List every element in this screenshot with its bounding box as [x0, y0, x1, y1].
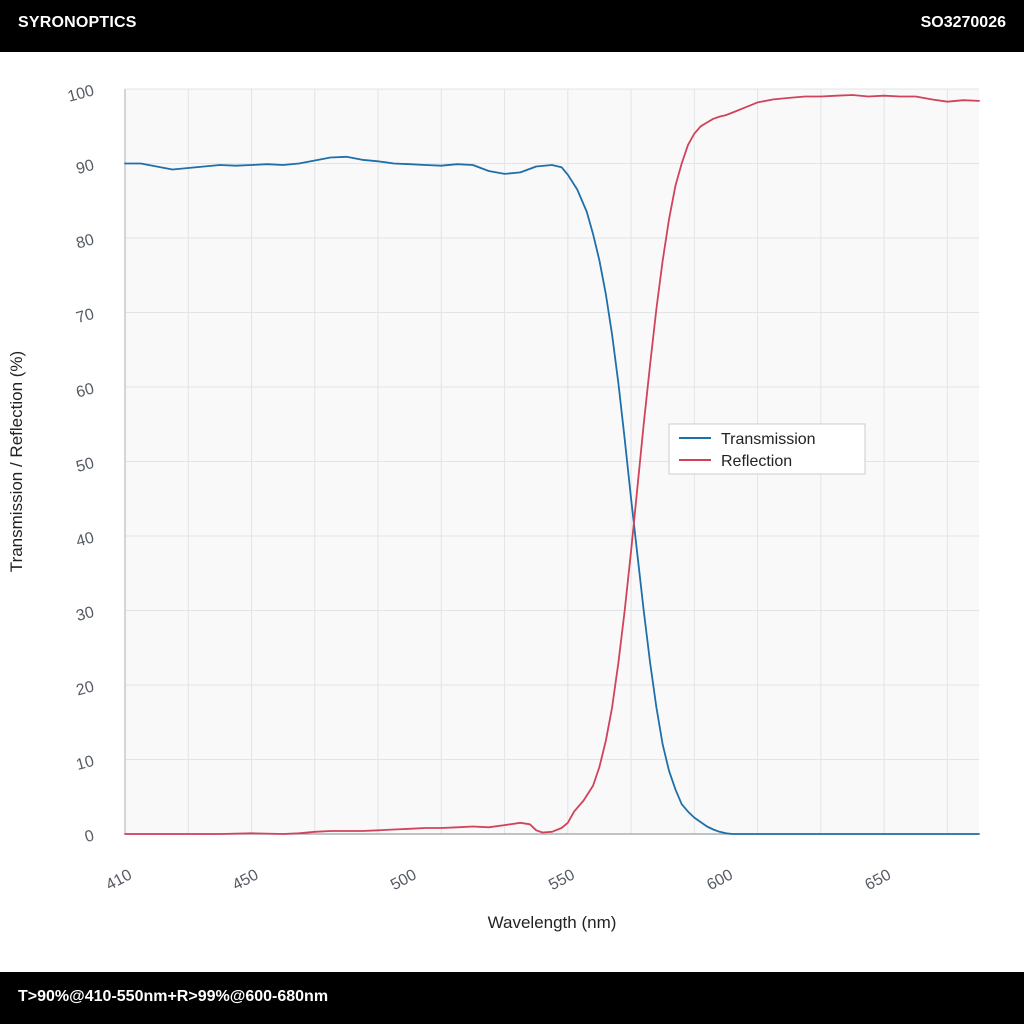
- x-tick-label: 410: [103, 866, 135, 894]
- y-tick-label: 100: [66, 82, 96, 105]
- y-tick-label: 50: [74, 455, 96, 476]
- x-tick-label: 600: [704, 866, 736, 894]
- y-tick-label: 80: [74, 231, 96, 252]
- y-tick-label: 60: [74, 380, 96, 401]
- y-tick-label: 70: [74, 306, 96, 327]
- legend-box: [668, 423, 866, 475]
- spectral-chart: 0 10 20 30 40 50 60 70 80 90 100 410 450 500 550 600 650…: [7, 82, 980, 932]
- y-axis-title: Transmission / Reflection (%): [7, 351, 26, 572]
- x-tick-label: 650: [862, 866, 894, 894]
- y-tick-label: 0: [83, 827, 96, 846]
- y-tick-label: 30: [74, 604, 96, 625]
- series-line-reflection: [124, 94, 980, 835]
- legend-label-reflection: Reflection: [721, 453, 792, 470]
- y-tick-label: 40: [74, 529, 96, 550]
- spec-summary: T>90%@410-550nm+R>99%@600-680nm: [18, 988, 329, 1005]
- y-tick-label: 20: [74, 678, 96, 699]
- y-tick-label: 90: [74, 157, 96, 178]
- y-tick-label: 10: [74, 753, 96, 774]
- x-axis-title: Wavelength (nm): [488, 913, 617, 932]
- x-tick-label: 550: [546, 866, 578, 894]
- x-tick-label: 500: [388, 866, 420, 894]
- top-banner: SYRONOPTICS SO3270026: [0, 0, 1024, 52]
- brand-name: SYRONOPTICS: [18, 14, 137, 31]
- series-line-transmission: [124, 155, 980, 835]
- part-number: SO3270026: [920, 14, 1006, 31]
- legend-label-transmission: Transmission: [721, 431, 816, 448]
- x-tick-label: 450: [230, 866, 262, 894]
- bottom-banner: T>90%@410-550nm+R>99%@600-680nm: [0, 972, 1024, 1024]
